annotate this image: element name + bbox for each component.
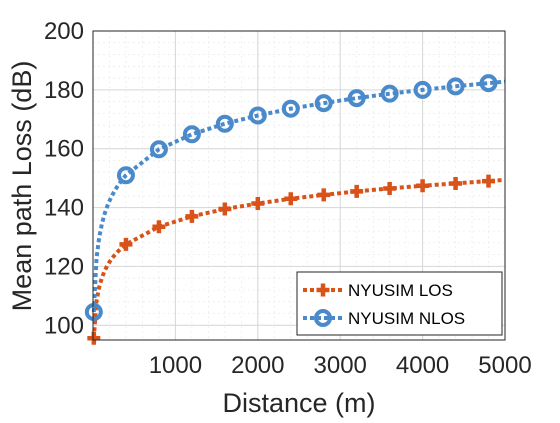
legend-box [296,271,503,336]
y-tick-label: 140 [44,195,84,222]
x-tick-label: 2000 [231,352,284,379]
data-point [182,125,201,144]
x-tick-label: 5000 [478,352,531,379]
series-los [87,174,506,345]
legend-label-los: NYUSIM LOS [348,281,453,300]
x-axis-title: Distance (m) [222,388,375,418]
data-point [281,99,300,118]
legend-marker-los [316,283,330,297]
data-point [119,237,133,251]
data-point [218,202,232,216]
y-tick-label: 100 [44,312,84,339]
data-point [284,192,298,206]
y-axis-title: Mean path Loss (dB) [7,61,37,312]
data-point [350,184,364,198]
data-point [383,181,397,195]
data-point [84,303,103,322]
y-tick-label: 160 [44,136,84,163]
data-point [185,209,199,223]
data-point [317,188,331,202]
series-layer [84,74,506,345]
data-point [248,106,267,125]
y-tick-labels: 100 120 140 160 180 200 [44,18,84,339]
y-tick-label: 120 [44,253,84,280]
legend-marker-shape [314,309,332,327]
data-point [482,174,496,188]
y-tick-label: 200 [44,18,84,45]
plot-area-frame [92,30,506,341]
data-point [87,331,101,345]
series-line [91,79,506,313]
data-point [446,77,465,96]
x-tick-label: 4000 [396,352,449,379]
x-tick-label: 1000 [149,352,202,379]
data-point [152,220,166,234]
x-tick-label: 3000 [314,352,367,379]
data-point [479,74,498,93]
data-point [251,196,265,210]
x-tick-labels: 1000 2000 3000 4000 5000 [149,352,532,379]
data-point [215,114,234,133]
data-point [116,166,135,185]
legend-marker-nlos [314,309,332,327]
y-tick-label: 180 [44,77,84,104]
series-nlos [84,74,506,322]
data-point [149,140,168,159]
data-point [413,80,432,99]
data-point [416,179,430,193]
data-point [347,89,366,108]
data-point [449,176,463,190]
legend-marker-shape [316,283,330,297]
data-point [380,84,399,103]
legend: NYUSIM LOS NYUSIM NLOS [296,271,503,336]
data-point [314,94,333,113]
legend-label-nlos: NYUSIM NLOS [348,309,465,328]
